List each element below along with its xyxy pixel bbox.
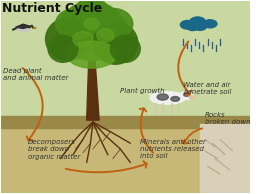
- Ellipse shape: [56, 8, 95, 39]
- Ellipse shape: [194, 23, 206, 30]
- Text: Dead plant
and animal matter: Dead plant and animal matter: [3, 68, 69, 81]
- Ellipse shape: [180, 20, 195, 29]
- Text: Plant growth: Plant growth: [120, 88, 165, 94]
- Ellipse shape: [15, 26, 30, 31]
- Text: Decomposers
break down
organic matter: Decomposers break down organic matter: [28, 139, 80, 159]
- Polygon shape: [16, 24, 31, 29]
- Ellipse shape: [84, 18, 99, 30]
- Ellipse shape: [93, 8, 133, 39]
- Text: Water and air
penetrate soil: Water and air penetrate soil: [183, 82, 231, 95]
- Ellipse shape: [67, 2, 116, 30]
- Ellipse shape: [187, 24, 198, 30]
- Bar: [1, 116, 250, 128]
- Text: Nutrient Cycle: Nutrient Cycle: [2, 2, 102, 15]
- Ellipse shape: [97, 29, 114, 42]
- Bar: [1, 1, 250, 120]
- Ellipse shape: [190, 17, 206, 28]
- Ellipse shape: [110, 35, 140, 62]
- Ellipse shape: [73, 31, 93, 47]
- Ellipse shape: [150, 92, 185, 104]
- Ellipse shape: [180, 92, 193, 100]
- Text: Minerals and other
nutrients released
into soil: Minerals and other nutrients released in…: [140, 139, 206, 159]
- Ellipse shape: [48, 35, 78, 62]
- Polygon shape: [87, 47, 99, 120]
- Ellipse shape: [57, 3, 127, 60]
- Ellipse shape: [184, 93, 190, 96]
- Bar: [1, 120, 250, 193]
- Bar: [200, 124, 250, 193]
- Ellipse shape: [77, 0, 107, 14]
- Ellipse shape: [93, 22, 138, 64]
- Ellipse shape: [171, 97, 180, 101]
- Ellipse shape: [157, 94, 168, 100]
- Ellipse shape: [203, 20, 217, 28]
- Text: Rocks
broken down: Rocks broken down: [205, 112, 251, 125]
- Ellipse shape: [67, 41, 116, 68]
- Ellipse shape: [46, 18, 90, 60]
- Ellipse shape: [189, 96, 194, 99]
